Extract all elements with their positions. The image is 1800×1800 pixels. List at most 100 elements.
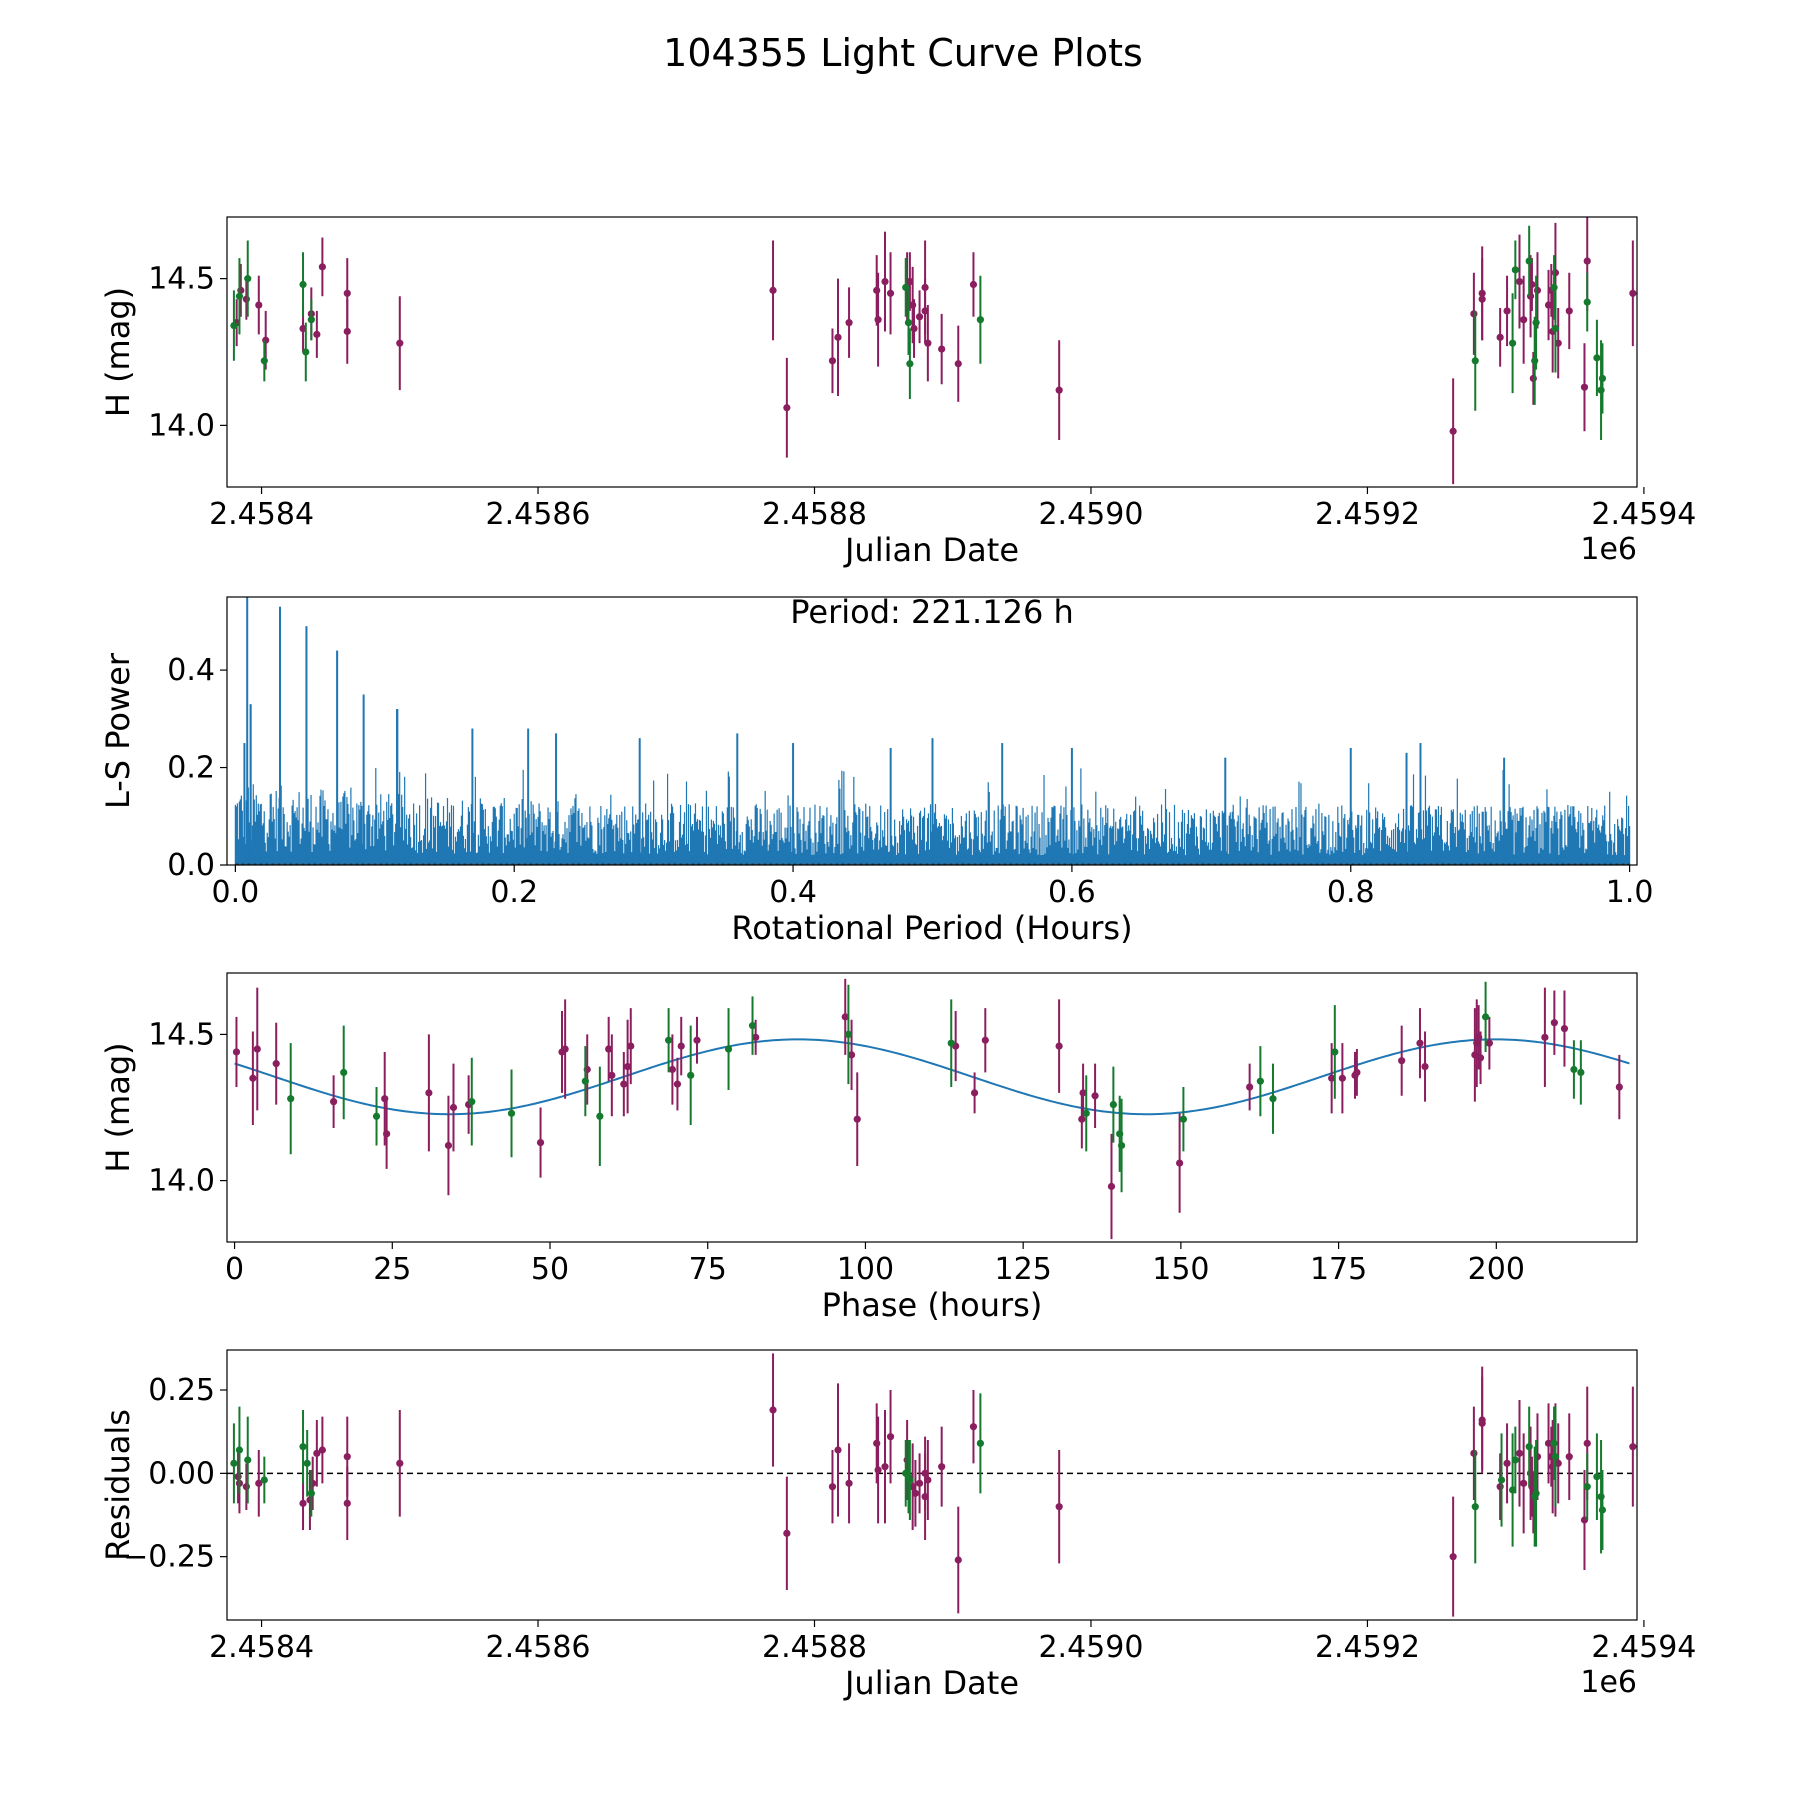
data-point bbox=[1079, 1089, 1087, 1097]
data-point bbox=[938, 345, 946, 353]
data-point bbox=[769, 1406, 777, 1414]
data-point bbox=[299, 1499, 307, 1507]
data-point bbox=[1551, 1453, 1560, 1461]
residuals-plot-area bbox=[227, 1353, 1637, 1617]
data-point bbox=[909, 301, 917, 309]
series-filter-a bbox=[232, 978, 1623, 1240]
phased-panel: 0 25 50 75 100 125 150 175 200 14.0 14.5 Phase (hou… bbox=[99, 972, 1638, 1324]
x-tick-label: 2.4590 bbox=[1038, 1630, 1143, 1665]
data-point bbox=[1055, 386, 1063, 394]
data-point bbox=[1109, 1100, 1117, 1109]
data-point bbox=[1570, 1065, 1578, 1074]
data-point bbox=[921, 283, 929, 292]
x-tick-label: 0.2 bbox=[490, 875, 538, 910]
x-tick-label: 2.4586 bbox=[486, 497, 591, 532]
data-point bbox=[1583, 1439, 1591, 1447]
data-point bbox=[1176, 1159, 1184, 1167]
data-point bbox=[581, 1077, 589, 1085]
data-point bbox=[309, 1479, 317, 1487]
figure-title: 104355 Light Curve Plots bbox=[663, 31, 1143, 75]
data-point bbox=[1526, 292, 1535, 300]
data-point bbox=[834, 333, 842, 341]
data-point bbox=[1496, 1483, 1504, 1491]
data-point bbox=[287, 1095, 295, 1103]
data-point bbox=[769, 286, 777, 294]
data-point bbox=[752, 1033, 760, 1041]
y-tick-label: −0.25 bbox=[123, 1540, 215, 1575]
data-point bbox=[1449, 427, 1457, 435]
data-point bbox=[1082, 1109, 1090, 1117]
data-point bbox=[1541, 1033, 1549, 1041]
data-point bbox=[1481, 1013, 1490, 1021]
data-point bbox=[449, 1103, 458, 1112]
data-point bbox=[1598, 1506, 1607, 1514]
data-point bbox=[1470, 1449, 1478, 1457]
fit-curve bbox=[234, 1038, 1630, 1116]
data-point bbox=[396, 339, 404, 347]
periodogram-plot-area bbox=[234, 597, 1631, 865]
data-point bbox=[1091, 1092, 1099, 1100]
data-point bbox=[1497, 1476, 1506, 1484]
data-point bbox=[1416, 1039, 1424, 1047]
data-point bbox=[1449, 1553, 1457, 1561]
data-point bbox=[1560, 1024, 1569, 1033]
data-point bbox=[383, 1130, 391, 1138]
data-point bbox=[313, 1449, 321, 1457]
data-point bbox=[1593, 1473, 1601, 1481]
data-point bbox=[318, 263, 326, 271]
data-point bbox=[748, 1022, 757, 1030]
x-axis-label: Julian Date bbox=[843, 531, 1019, 569]
data-point bbox=[924, 339, 932, 347]
x-tick-label: 2.4588 bbox=[762, 1630, 867, 1665]
data-point bbox=[1525, 1443, 1533, 1451]
x-tick-label: 2.4592 bbox=[1315, 1630, 1420, 1665]
period-annotation: Period: 221.126 h bbox=[790, 593, 1074, 631]
data-point bbox=[1256, 1077, 1264, 1085]
x-tick-label: 0.8 bbox=[1327, 875, 1375, 910]
data-point bbox=[881, 1463, 889, 1471]
data-point bbox=[340, 1068, 348, 1077]
lightcurve-frame bbox=[226, 216, 1638, 488]
data-point bbox=[1055, 1042, 1063, 1050]
series-filter-b bbox=[230, 1393, 1607, 1564]
data-point bbox=[1055, 1503, 1063, 1511]
data-point bbox=[910, 324, 918, 333]
data-point bbox=[1532, 319, 1540, 327]
data-point bbox=[1515, 1449, 1524, 1457]
data-point bbox=[396, 1459, 404, 1467]
periodogram-frame bbox=[226, 596, 1638, 866]
data-point bbox=[1551, 324, 1560, 333]
x-tick-label: 0.6 bbox=[1048, 875, 1096, 910]
data-point bbox=[235, 1446, 244, 1454]
y-tick-label: 14.0 bbox=[148, 408, 215, 443]
x-tick-label: 2.4588 bbox=[762, 497, 867, 532]
data-point bbox=[249, 1074, 257, 1082]
data-point bbox=[425, 1089, 433, 1097]
data-point bbox=[230, 1459, 238, 1467]
data-point bbox=[596, 1112, 604, 1120]
data-point bbox=[1583, 1483, 1591, 1491]
data-point bbox=[828, 357, 837, 365]
data-point bbox=[853, 1115, 861, 1123]
data-point bbox=[828, 1483, 837, 1491]
data-point bbox=[783, 1529, 791, 1537]
y-axis-label: L-S Power bbox=[99, 652, 137, 809]
data-point bbox=[1577, 1068, 1585, 1077]
data-point bbox=[1531, 357, 1539, 365]
x-tick-label: 2.4594 bbox=[1591, 1630, 1696, 1665]
data-point bbox=[1353, 1068, 1361, 1077]
data-point bbox=[1520, 1479, 1528, 1487]
data-point bbox=[372, 1112, 381, 1120]
data-point bbox=[1565, 307, 1573, 315]
data-point bbox=[1583, 257, 1591, 265]
data-point bbox=[307, 316, 315, 324]
data-point bbox=[1515, 277, 1524, 286]
data-point bbox=[873, 286, 881, 294]
data-point bbox=[260, 357, 268, 365]
data-point bbox=[1583, 298, 1591, 306]
data-point bbox=[969, 1423, 978, 1431]
x-tick-label: 2.4590 bbox=[1038, 497, 1143, 532]
x-tick-label: 200 bbox=[1468, 1252, 1525, 1287]
data-point bbox=[260, 1476, 268, 1484]
x-axis-label: Julian Date bbox=[843, 1664, 1019, 1702]
